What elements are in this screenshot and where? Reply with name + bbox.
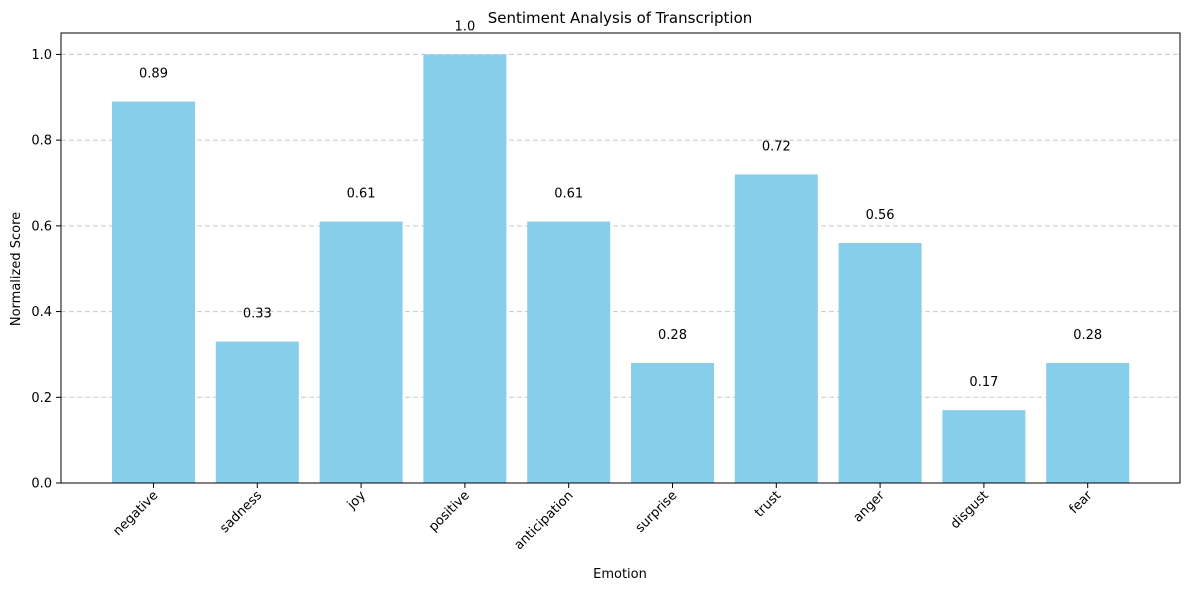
x-tick-label-fear: fear (1067, 488, 1096, 517)
data-label-positive: 1.0 (455, 19, 476, 34)
chart-title: Sentiment Analysis of Transcription (488, 9, 753, 27)
bar-sadness (215, 341, 299, 483)
bar-trust (734, 174, 818, 483)
bar-fear (1046, 363, 1130, 483)
data-label-negative: 0.89 (139, 67, 168, 82)
bar-anger (838, 243, 922, 483)
bar-surprise (631, 363, 714, 483)
x-tick-label-negative: negative (111, 488, 162, 539)
x-axis-title: Emotion (593, 567, 647, 582)
data-label-joy: 0.61 (347, 187, 376, 202)
bar-anticipation (527, 221, 611, 484)
x-tick-label-surprise: surprise (633, 488, 681, 536)
y-tick-label: 0.8 (31, 134, 52, 149)
y-axis-title: Normalized Score (9, 212, 24, 326)
y-tick-label: 0.4 (31, 305, 52, 320)
x-tick-label-sadness: sadness (217, 488, 265, 536)
bar-positive (423, 54, 507, 484)
bar-negative (112, 101, 195, 484)
x-tick-label-trust: trust (752, 488, 784, 520)
data-label-anticipation: 0.61 (554, 187, 583, 202)
y-tick-label: 0.6 (31, 219, 52, 234)
data-label-disgust: 0.17 (969, 375, 998, 390)
data-label-sadness: 0.33 (243, 307, 272, 322)
data-label-surprise: 0.28 (658, 328, 687, 343)
y-tick-label: 0.2 (31, 391, 52, 406)
x-tick-label-joy: joy (344, 488, 369, 513)
label-layer: 0.89 0.33 0.61 1.0 0.61 0.28 0.72 0.56 0.17 0.28 (139, 19, 1102, 390)
x-tick-label-disgust: disgust (948, 488, 992, 532)
bar-joy (319, 221, 403, 484)
x-tick-label-anticipation: anticipation (512, 488, 577, 553)
bar-disgust (942, 410, 1026, 483)
y-tick-label: 0.0 (31, 477, 52, 492)
x-tick-label-anger: anger (851, 488, 889, 526)
data-label-anger: 0.56 (866, 208, 895, 223)
plot-frame (60, 32, 1181, 484)
data-label-trust: 0.72 (762, 139, 791, 154)
bar-layer (112, 54, 1130, 484)
data-label-fear: 0.28 (1073, 328, 1102, 343)
x-tick-label-positive: positive (426, 488, 473, 535)
y-tick-label: 1.0 (31, 48, 52, 63)
